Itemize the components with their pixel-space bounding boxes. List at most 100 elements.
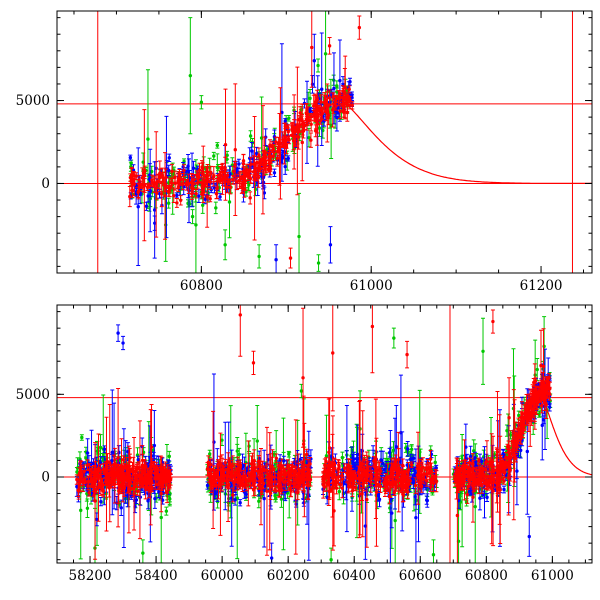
data-point <box>141 551 145 555</box>
data-point <box>399 431 403 435</box>
data-point <box>326 113 331 117</box>
data-point <box>317 126 322 130</box>
data-point <box>170 169 174 174</box>
data-point <box>537 412 541 416</box>
data-point <box>175 201 179 205</box>
data-point <box>262 191 267 195</box>
x-tick-label: 60800 <box>180 278 223 294</box>
data-point <box>265 489 269 494</box>
data-point <box>313 129 318 133</box>
data-point <box>238 478 243 483</box>
data-point <box>390 511 394 515</box>
data-point <box>334 486 339 490</box>
data-point <box>333 481 337 486</box>
data-point <box>408 479 412 483</box>
data-point <box>164 509 169 513</box>
data-point <box>131 464 136 469</box>
data-point <box>158 171 162 175</box>
data-point <box>102 447 107 451</box>
data-point <box>209 170 213 175</box>
data-point <box>348 465 352 469</box>
data-point <box>84 456 88 460</box>
data-point <box>394 445 399 449</box>
data-point <box>324 454 329 458</box>
data-point <box>118 469 122 473</box>
data-point <box>328 96 332 100</box>
data-point <box>274 496 278 500</box>
data-point <box>240 481 245 486</box>
data-point <box>343 85 347 90</box>
data-point <box>517 413 521 418</box>
data-point <box>160 498 165 502</box>
data-point <box>235 449 239 453</box>
data-point <box>337 489 342 494</box>
data-point <box>94 487 98 492</box>
data-point <box>468 454 473 459</box>
data-point <box>518 448 523 453</box>
data-point <box>106 472 110 476</box>
data-point <box>268 491 273 495</box>
data-point <box>75 477 79 482</box>
data-point <box>150 178 154 183</box>
data-point <box>291 482 296 486</box>
data-point <box>165 490 169 495</box>
data-point <box>233 473 237 477</box>
data-point <box>152 464 156 468</box>
data-point <box>165 477 169 481</box>
data-point <box>182 168 186 173</box>
data-point <box>79 472 84 476</box>
data-point <box>167 454 171 459</box>
data-point <box>291 139 296 143</box>
data-point <box>481 493 485 497</box>
data-point <box>392 491 397 495</box>
data-point <box>113 473 117 478</box>
data-point <box>220 438 224 442</box>
data-point <box>153 496 157 501</box>
data-point <box>411 481 415 485</box>
data-point <box>257 456 261 461</box>
data-point <box>395 467 399 472</box>
data-point <box>281 137 285 142</box>
data-point <box>322 470 326 474</box>
data-point <box>313 117 318 121</box>
data-point <box>150 485 154 490</box>
data-point <box>336 96 341 100</box>
data-point <box>506 476 511 480</box>
data-point <box>238 501 242 505</box>
data-point <box>406 447 410 451</box>
data-point <box>270 468 275 472</box>
y-tick-label: 5000 <box>16 93 50 109</box>
data-point <box>81 480 85 485</box>
data-point <box>471 461 475 465</box>
data-point <box>310 45 314 50</box>
data-point <box>413 483 418 488</box>
data-point <box>313 100 317 104</box>
data-point <box>345 110 349 115</box>
data-point <box>261 481 266 486</box>
data-point <box>485 495 489 500</box>
data-point <box>225 173 230 178</box>
data-point <box>417 467 422 471</box>
data-point <box>364 477 369 481</box>
data-point <box>252 162 256 166</box>
data-point <box>293 134 298 139</box>
data-point <box>361 473 365 477</box>
data-point <box>257 499 261 503</box>
data-point <box>401 492 405 496</box>
data-point <box>355 452 360 457</box>
data-point <box>401 470 405 475</box>
data-point <box>173 175 177 180</box>
data-point <box>166 189 171 194</box>
data-point <box>268 143 272 147</box>
data-point <box>393 481 398 486</box>
data-point <box>274 258 278 262</box>
data-point <box>124 475 129 479</box>
data-point <box>85 506 90 510</box>
data-point <box>91 482 96 487</box>
data-point <box>323 52 328 56</box>
data-point <box>276 475 280 480</box>
data-point <box>191 166 196 170</box>
data-point <box>159 465 163 469</box>
